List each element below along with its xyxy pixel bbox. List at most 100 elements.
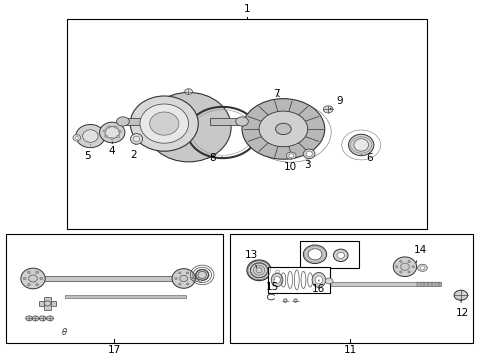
Ellipse shape — [259, 111, 307, 147]
Ellipse shape — [110, 138, 113, 140]
Ellipse shape — [140, 104, 188, 143]
Ellipse shape — [399, 271, 401, 273]
Ellipse shape — [36, 283, 39, 286]
Text: 6: 6 — [361, 153, 372, 163]
Ellipse shape — [311, 273, 325, 287]
Bar — [300, 241, 358, 268]
Ellipse shape — [117, 135, 120, 138]
Ellipse shape — [407, 260, 409, 262]
Ellipse shape — [315, 276, 322, 284]
Ellipse shape — [305, 151, 312, 157]
Ellipse shape — [146, 93, 231, 162]
Bar — [64, 294, 186, 298]
Ellipse shape — [186, 283, 188, 285]
Text: 3: 3 — [304, 160, 310, 170]
Ellipse shape — [103, 130, 106, 132]
Ellipse shape — [323, 106, 332, 113]
Ellipse shape — [184, 89, 192, 94]
Ellipse shape — [399, 260, 401, 262]
Bar — [67, 19, 426, 229]
Ellipse shape — [44, 301, 51, 306]
Ellipse shape — [104, 135, 107, 137]
Ellipse shape — [107, 126, 110, 128]
Ellipse shape — [73, 135, 81, 141]
Ellipse shape — [130, 96, 198, 151]
Ellipse shape — [29, 275, 37, 282]
Ellipse shape — [325, 278, 332, 284]
Ellipse shape — [417, 264, 427, 271]
Ellipse shape — [174, 278, 177, 280]
Ellipse shape — [235, 117, 248, 126]
Ellipse shape — [100, 122, 124, 143]
Bar — [6, 234, 222, 343]
Ellipse shape — [172, 269, 195, 288]
Ellipse shape — [190, 278, 192, 280]
Ellipse shape — [178, 272, 181, 274]
Text: 13: 13 — [244, 249, 258, 267]
Ellipse shape — [348, 134, 373, 156]
Bar — [267, 267, 329, 293]
Ellipse shape — [75, 136, 78, 139]
Ellipse shape — [114, 126, 117, 128]
Ellipse shape — [26, 316, 32, 321]
Text: 17: 17 — [107, 345, 121, 355]
Text: 9: 9 — [329, 96, 342, 109]
Ellipse shape — [392, 257, 416, 276]
Text: 16: 16 — [312, 280, 325, 294]
Ellipse shape — [288, 154, 293, 157]
Ellipse shape — [242, 99, 324, 159]
Ellipse shape — [23, 277, 26, 280]
Ellipse shape — [27, 271, 30, 274]
Bar — [122, 117, 157, 125]
Ellipse shape — [196, 270, 208, 280]
Ellipse shape — [275, 270, 279, 273]
Bar — [229, 234, 472, 343]
Ellipse shape — [293, 299, 297, 302]
Ellipse shape — [273, 269, 282, 275]
Ellipse shape — [411, 266, 414, 268]
Text: 10: 10 — [283, 158, 296, 172]
Ellipse shape — [286, 152, 295, 159]
Text: 1: 1 — [243, 4, 250, 14]
Ellipse shape — [32, 316, 39, 321]
Text: 7: 7 — [272, 89, 279, 99]
Text: $\theta$: $\theta$ — [61, 326, 68, 337]
Ellipse shape — [395, 266, 397, 268]
Bar — [43, 297, 51, 310]
Ellipse shape — [21, 268, 45, 289]
Text: 11: 11 — [343, 345, 356, 355]
Ellipse shape — [39, 316, 46, 321]
Ellipse shape — [199, 280, 201, 282]
Ellipse shape — [133, 136, 140, 141]
Ellipse shape — [36, 271, 39, 274]
Bar — [276, 282, 441, 286]
Ellipse shape — [118, 130, 121, 132]
Ellipse shape — [192, 278, 195, 281]
Ellipse shape — [407, 271, 409, 273]
Ellipse shape — [76, 125, 105, 148]
Text: 5: 5 — [84, 145, 91, 161]
Ellipse shape — [303, 149, 314, 159]
Text: 15: 15 — [265, 280, 278, 292]
Ellipse shape — [419, 266, 424, 270]
Ellipse shape — [453, 290, 467, 300]
Ellipse shape — [246, 260, 271, 281]
Ellipse shape — [353, 139, 368, 151]
Ellipse shape — [180, 275, 187, 282]
Ellipse shape — [336, 252, 344, 258]
Ellipse shape — [273, 276, 280, 283]
Bar — [39, 301, 56, 306]
Bar — [210, 117, 239, 125]
Ellipse shape — [195, 279, 198, 282]
Ellipse shape — [271, 273, 283, 287]
Ellipse shape — [283, 299, 286, 302]
Ellipse shape — [178, 283, 181, 285]
Ellipse shape — [116, 117, 129, 126]
Ellipse shape — [130, 134, 142, 144]
Ellipse shape — [307, 249, 321, 260]
Text: 12: 12 — [455, 300, 468, 318]
Ellipse shape — [149, 112, 179, 135]
Text: 8: 8 — [209, 153, 222, 163]
Ellipse shape — [303, 245, 326, 264]
Bar — [42, 276, 181, 281]
